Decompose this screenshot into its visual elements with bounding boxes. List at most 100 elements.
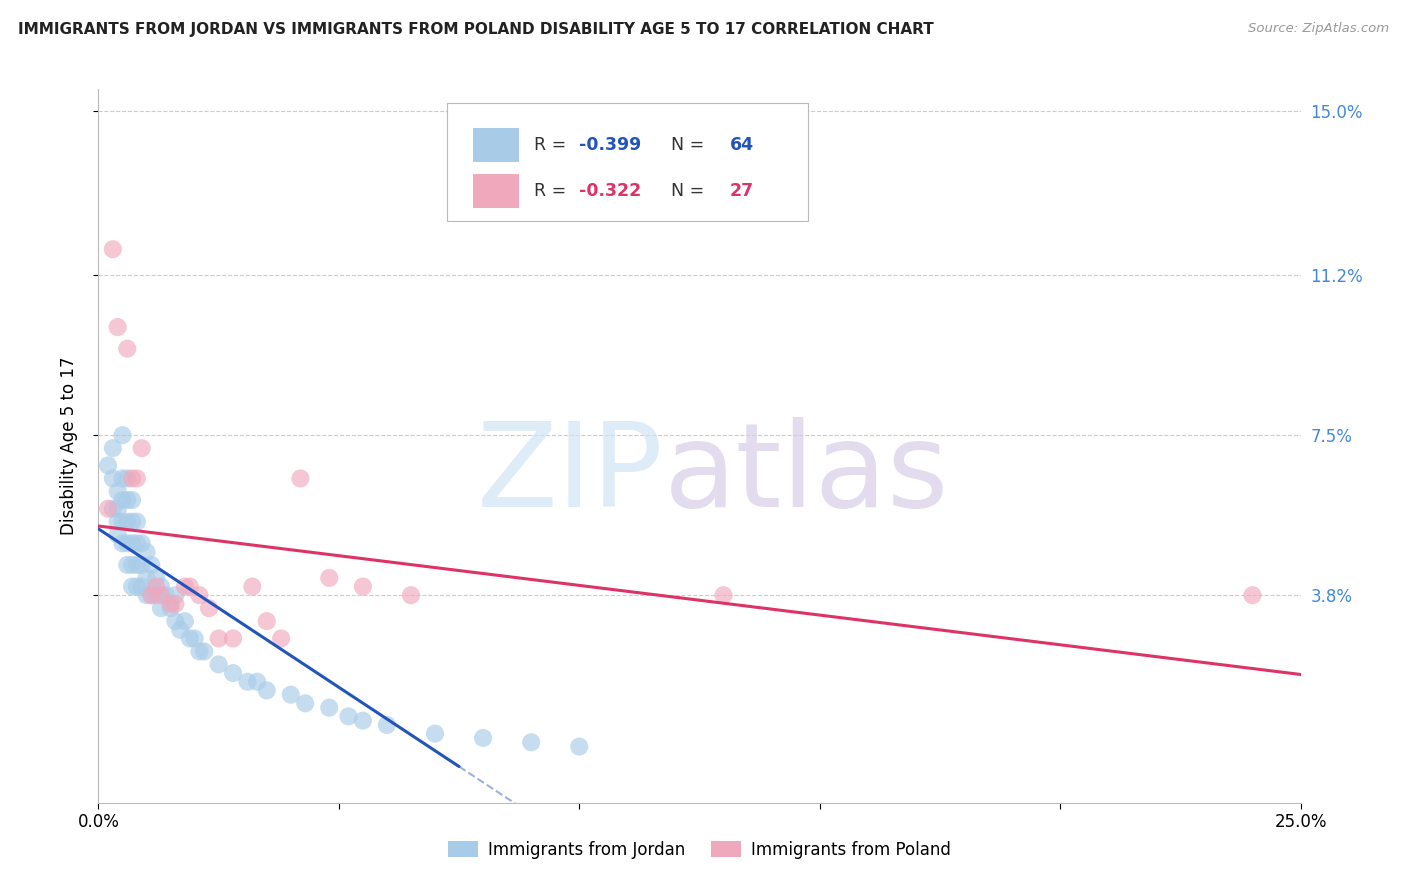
Point — [159, 597, 181, 611]
Y-axis label: Disability Age 5 to 17: Disability Age 5 to 17 — [59, 357, 77, 535]
Point — [174, 580, 197, 594]
Point — [423, 726, 446, 740]
Point — [107, 527, 129, 541]
Text: ZIP: ZIP — [477, 417, 664, 532]
Point — [188, 588, 211, 602]
Point — [131, 580, 153, 594]
Point — [121, 558, 143, 572]
Point — [125, 471, 148, 485]
Point — [121, 471, 143, 485]
Point — [256, 683, 278, 698]
Point — [165, 614, 187, 628]
Point — [107, 484, 129, 499]
Point — [117, 515, 139, 529]
Point — [149, 580, 172, 594]
Point — [121, 536, 143, 550]
Point — [125, 536, 148, 550]
Point — [117, 342, 139, 356]
Point — [121, 580, 143, 594]
Point — [117, 471, 139, 485]
Point — [117, 536, 139, 550]
Text: IMMIGRANTS FROM JORDAN VS IMMIGRANTS FROM POLAND DISABILITY AGE 5 TO 17 CORRELAT: IMMIGRANTS FROM JORDAN VS IMMIGRANTS FRO… — [18, 22, 934, 37]
Point — [179, 580, 201, 594]
Point — [107, 320, 129, 334]
Point — [135, 588, 157, 602]
Point — [294, 696, 316, 710]
Point — [159, 601, 181, 615]
Point — [117, 493, 139, 508]
FancyBboxPatch shape — [447, 103, 807, 221]
Point — [141, 588, 163, 602]
Text: R =: R = — [534, 136, 571, 153]
Point — [256, 614, 278, 628]
Point — [121, 493, 143, 508]
Point — [208, 632, 231, 646]
Point — [131, 536, 153, 550]
Point — [222, 666, 245, 681]
Text: R =: R = — [534, 182, 571, 201]
Point — [337, 709, 360, 723]
Point — [135, 571, 157, 585]
Point — [222, 632, 245, 646]
Point — [208, 657, 231, 672]
Point — [290, 471, 312, 485]
Point — [472, 731, 495, 745]
Point — [135, 545, 157, 559]
Point — [155, 588, 177, 602]
Point — [125, 558, 148, 572]
Bar — [474, 128, 519, 161]
Text: 64: 64 — [730, 136, 754, 153]
Point — [352, 714, 374, 728]
Point — [246, 674, 269, 689]
Point — [125, 580, 148, 594]
Text: 27: 27 — [730, 182, 754, 201]
Point — [141, 588, 163, 602]
Point — [318, 571, 340, 585]
Point — [240, 580, 263, 594]
Point — [141, 558, 163, 572]
Legend: Immigrants from Jordan, Immigrants from Poland: Immigrants from Jordan, Immigrants from … — [441, 835, 957, 866]
Point — [101, 501, 124, 516]
Text: -0.399: -0.399 — [579, 136, 641, 153]
Point — [145, 580, 167, 594]
Point — [111, 536, 134, 550]
Point — [568, 739, 591, 754]
Point — [318, 700, 340, 714]
Point — [131, 441, 153, 455]
Point — [131, 558, 153, 572]
Text: -0.322: -0.322 — [579, 182, 641, 201]
Point — [111, 471, 134, 485]
Point — [107, 515, 129, 529]
Point — [97, 458, 120, 473]
Text: atlas: atlas — [664, 417, 949, 532]
Text: N =: N = — [659, 136, 710, 153]
Point — [121, 515, 143, 529]
Point — [236, 674, 259, 689]
Point — [149, 601, 172, 615]
Point — [280, 688, 302, 702]
Point — [270, 632, 292, 646]
Point — [169, 623, 191, 637]
Point — [111, 428, 134, 442]
Point — [101, 242, 124, 256]
Point — [145, 588, 167, 602]
Point — [183, 632, 205, 646]
Point — [520, 735, 543, 749]
Point — [101, 471, 124, 485]
Text: N =: N = — [659, 182, 710, 201]
Bar — [474, 174, 519, 209]
Point — [111, 515, 134, 529]
Point — [174, 614, 197, 628]
Point — [352, 580, 374, 594]
Point — [117, 558, 139, 572]
Point — [193, 644, 215, 658]
Point — [97, 501, 120, 516]
Point — [1241, 588, 1264, 602]
Point — [149, 588, 172, 602]
Point — [125, 515, 148, 529]
Point — [107, 501, 129, 516]
Point — [145, 571, 167, 585]
Point — [111, 493, 134, 508]
Point — [399, 588, 422, 602]
Point — [101, 441, 124, 455]
